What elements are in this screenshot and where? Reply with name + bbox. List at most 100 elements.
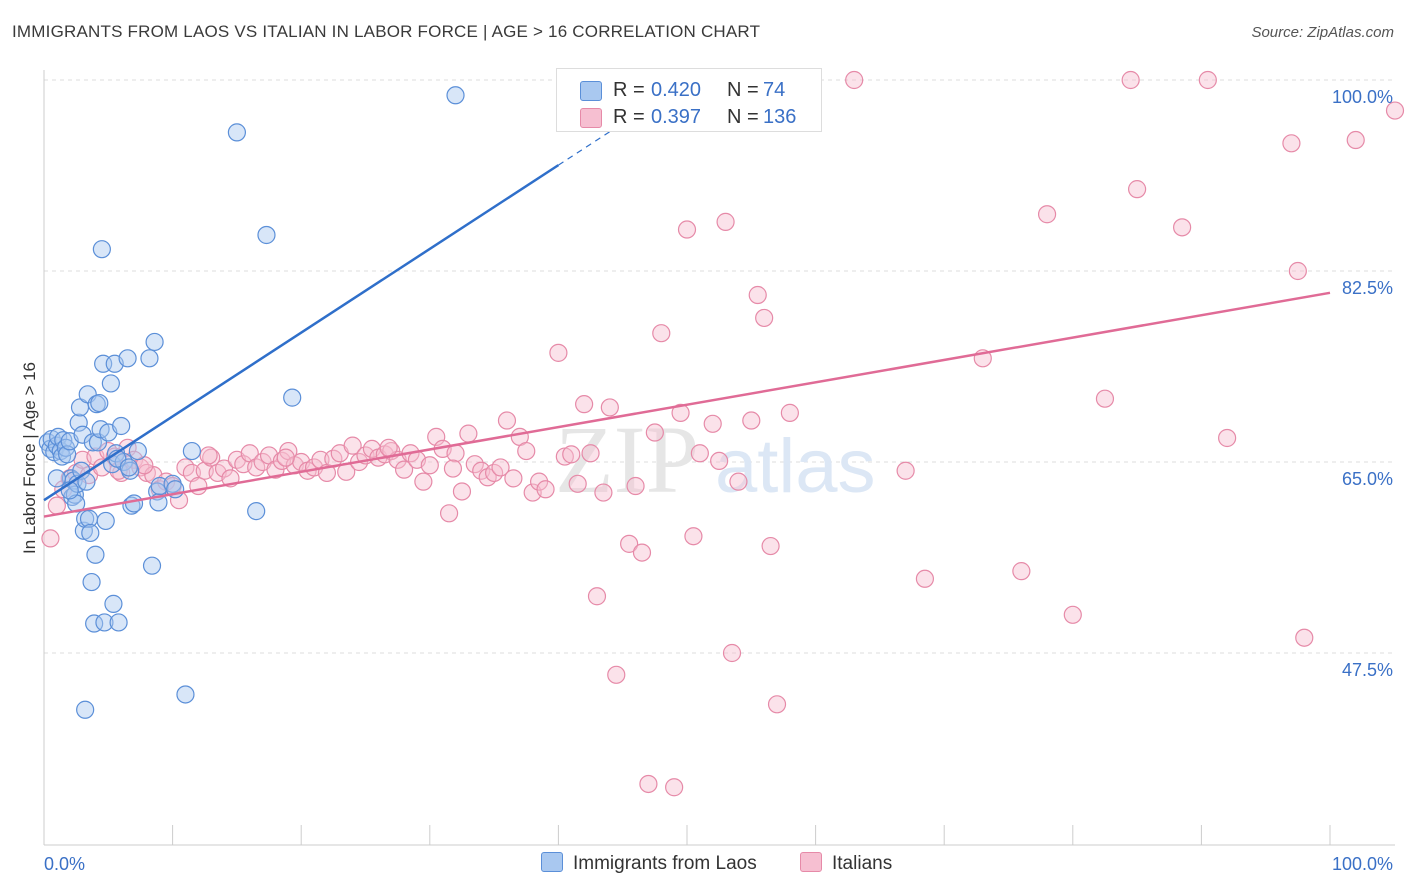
- italians-point-132: [199, 446, 218, 465]
- legend-swatch-italians: [580, 108, 602, 128]
- italians-point-102: [722, 643, 742, 663]
- italians-point-20: [169, 491, 189, 510]
- trend-lines: [43, 114, 1331, 518]
- laos-point-67: [257, 225, 276, 245]
- italians-point-89: [626, 476, 645, 496]
- italians-point-92: [645, 423, 664, 442]
- italians-point-0: [41, 529, 60, 548]
- watermark-atlas: atlas: [715, 424, 876, 509]
- legend-r-value: 0.397: [651, 106, 702, 128]
- laos-point-39: [96, 511, 115, 531]
- italians-point-47: [343, 436, 362, 455]
- italians-point-80: [562, 445, 581, 464]
- italians-point-109: [780, 403, 799, 422]
- italians-point-88: [620, 534, 639, 553]
- series-label-italians: Italians: [832, 853, 893, 874]
- italians-point-133: [276, 448, 295, 467]
- italians-point-93: [652, 324, 671, 343]
- italians-point-74: [517, 441, 536, 461]
- italians-point-113: [915, 569, 935, 588]
- legend-n-value: 74: [763, 79, 786, 101]
- legend-row-laos: R = 0.420 N = 74: [557, 73, 821, 103]
- laos-point-54: [140, 349, 159, 368]
- italians-point-97: [684, 527, 703, 546]
- laos-point-69: [446, 86, 465, 105]
- laos-point-62: [176, 685, 195, 704]
- laos-point-27: [81, 523, 100, 543]
- legend-row-italians: R = 0.397 N = 136: [557, 100, 821, 130]
- italians-point-121: [1173, 218, 1192, 237]
- legend-r-value: 0.420: [651, 79, 702, 101]
- italians-point-55: [394, 460, 414, 479]
- italians-point-101: [716, 212, 735, 231]
- italians-point-27: [214, 459, 234, 478]
- italians-point-82: [575, 395, 594, 414]
- laos-point-49: [118, 349, 137, 368]
- series-legend-laos: Immigrants from Laos: [541, 852, 757, 875]
- laos-point-66: [247, 502, 266, 521]
- italians-point-63: [446, 444, 465, 463]
- y-tick-label-1: 65.0%: [1342, 469, 1393, 489]
- italians-point-135: [443, 459, 463, 478]
- italians-point-59: [420, 456, 439, 475]
- italians-point-98: [690, 444, 709, 463]
- laos-point-55: [142, 556, 162, 575]
- italians-point-96: [677, 220, 697, 239]
- italians-point-127: [1346, 130, 1365, 150]
- italians-point-115: [1012, 562, 1031, 581]
- italians-point-91: [639, 774, 658, 794]
- laos-point-52: [124, 494, 144, 513]
- italians-point-70: [491, 458, 510, 477]
- laos-point-47: [112, 416, 131, 436]
- laos-points: [38, 86, 465, 719]
- italians-point-62: [439, 504, 459, 523]
- italians-point-66: [465, 455, 484, 474]
- italians-point-25: [202, 448, 221, 467]
- laos-point-21: [73, 425, 92, 444]
- italians-point-111: [845, 70, 864, 90]
- italians-trend-line: [43, 291, 1331, 518]
- laos-point-73: [119, 458, 138, 477]
- italians-point-119: [1121, 70, 1140, 90]
- laos-point-38: [95, 613, 114, 632]
- italians-point-99: [703, 414, 722, 433]
- laos-point-53: [128, 441, 147, 461]
- y-axis-label: In Labor Force | Age > 16: [20, 362, 39, 554]
- x-tick-label-0: 0.0%: [44, 854, 85, 874]
- italians-point-95: [671, 403, 690, 422]
- legend-swatch-laos: [580, 81, 602, 101]
- italians-point-104: [742, 411, 761, 430]
- italians-point-84: [587, 587, 607, 606]
- legend-n-label: N =: [727, 79, 759, 101]
- italians-point-58: [414, 472, 433, 491]
- axes: [43, 70, 1395, 846]
- laos-point-46: [109, 613, 128, 632]
- y-tick-label-3: 100.0%: [1332, 87, 1393, 107]
- series-swatch-laos: [541, 852, 563, 872]
- italians-point-103: [729, 472, 748, 491]
- italians-point-118: [1095, 389, 1115, 408]
- laos-point-63: [182, 441, 201, 461]
- laos-point-70: [47, 469, 66, 488]
- series-legend-italians: Italians: [800, 852, 892, 875]
- italians-point-128: [1385, 101, 1405, 120]
- laos-point-41: [101, 374, 120, 393]
- laos-point-36: [92, 240, 111, 259]
- series-label-laos: Immigrants from Laos: [573, 853, 757, 874]
- correlation-legend: R = 0.420 N = 74 R = 0.397 N = 136: [556, 68, 822, 132]
- italians-point-116: [1037, 205, 1057, 224]
- grid-lines: [44, 79, 1395, 654]
- italians-point-90: [632, 543, 652, 562]
- italians-point-123: [1218, 428, 1237, 448]
- y-tick-label-2: 82.5%: [1342, 278, 1393, 298]
- series-swatch-italians: [800, 852, 822, 872]
- italians-point-78: [549, 343, 568, 362]
- italians-point-87: [607, 665, 626, 684]
- italians-point-105: [748, 285, 767, 305]
- laos-point-18: [69, 413, 88, 432]
- italians-point-122: [1198, 70, 1217, 90]
- italians-point-65: [459, 424, 478, 443]
- italians-point-85: [594, 483, 613, 502]
- x-tick-label-1: 100.0%: [1332, 854, 1393, 874]
